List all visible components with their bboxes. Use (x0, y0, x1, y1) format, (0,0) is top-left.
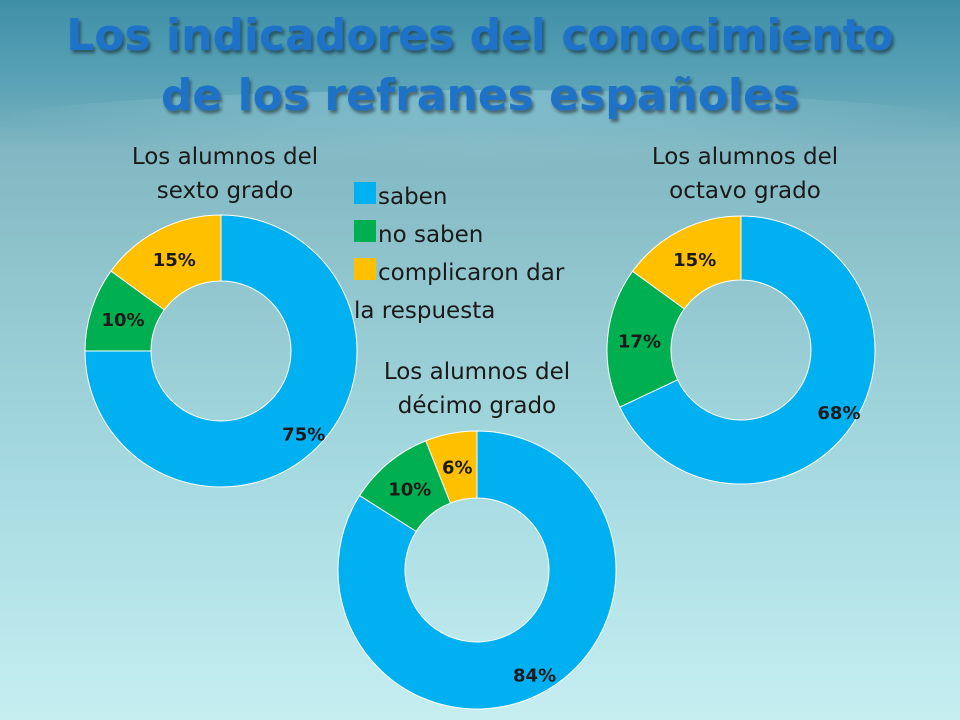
data-label: 17% (618, 331, 661, 352)
doughnut-slice (631, 215, 742, 310)
legend-label-no-saben: no saben (378, 222, 484, 248)
legend-swatch-no-saben (354, 220, 376, 242)
chart-title-octavo: Los alumnos del octavo grado (625, 140, 865, 208)
legend-label-wrap: la respuesta (354, 298, 496, 324)
data-label: 75% (282, 425, 325, 446)
doughnut-slice (84, 214, 358, 488)
chart-title-line1: Los alumnos del (651, 144, 839, 170)
slide-title: Los indicadores del conocimiento de los … (40, 6, 920, 126)
legend-swatch-saben (354, 182, 376, 204)
decorative-wave (0, 90, 960, 170)
chart-title-line2: décimo grado (397, 393, 557, 419)
legend-item-no-saben: no saben (354, 216, 604, 254)
legend-swatch-complicaron (354, 258, 376, 280)
data-label: 15% (673, 250, 716, 271)
data-label: 15% (153, 250, 196, 271)
data-label: 84% (513, 666, 556, 687)
doughnut-slice (425, 430, 478, 504)
slide-title-line2: de los refranes españoles (160, 70, 800, 121)
data-label: 6% (442, 457, 473, 478)
doughnut-slice (337, 430, 617, 710)
legend-item-complicaron: complicaron dar (354, 254, 604, 292)
chart-legend: saben no saben complicaron dar la respue… (354, 178, 604, 330)
chart-title-line1: Los alumnos del (383, 359, 571, 385)
chart-title-line2: sexto grado (156, 178, 294, 204)
chart-title-line2: octavo grado (669, 178, 821, 204)
data-label: 68% (817, 403, 860, 424)
chart-title-line1: Los alumnos del (131, 144, 319, 170)
doughnut-slice (110, 214, 222, 311)
legend-label-complicaron: complicaron dar (378, 260, 565, 286)
chart-title-sexto: Los alumnos del sexto grado (105, 140, 345, 208)
data-label: 10% (388, 480, 431, 501)
slide-title-line1: Los indicadores del conocimiento (66, 10, 894, 61)
data-label: 10% (101, 310, 144, 331)
legend-label-saben: saben (378, 184, 448, 210)
legend-item-saben: saben (354, 178, 604, 216)
doughnut-slice (619, 215, 876, 485)
header-band (0, 0, 960, 150)
chart-title-decimo: Los alumnos del décimo grado (357, 355, 597, 423)
